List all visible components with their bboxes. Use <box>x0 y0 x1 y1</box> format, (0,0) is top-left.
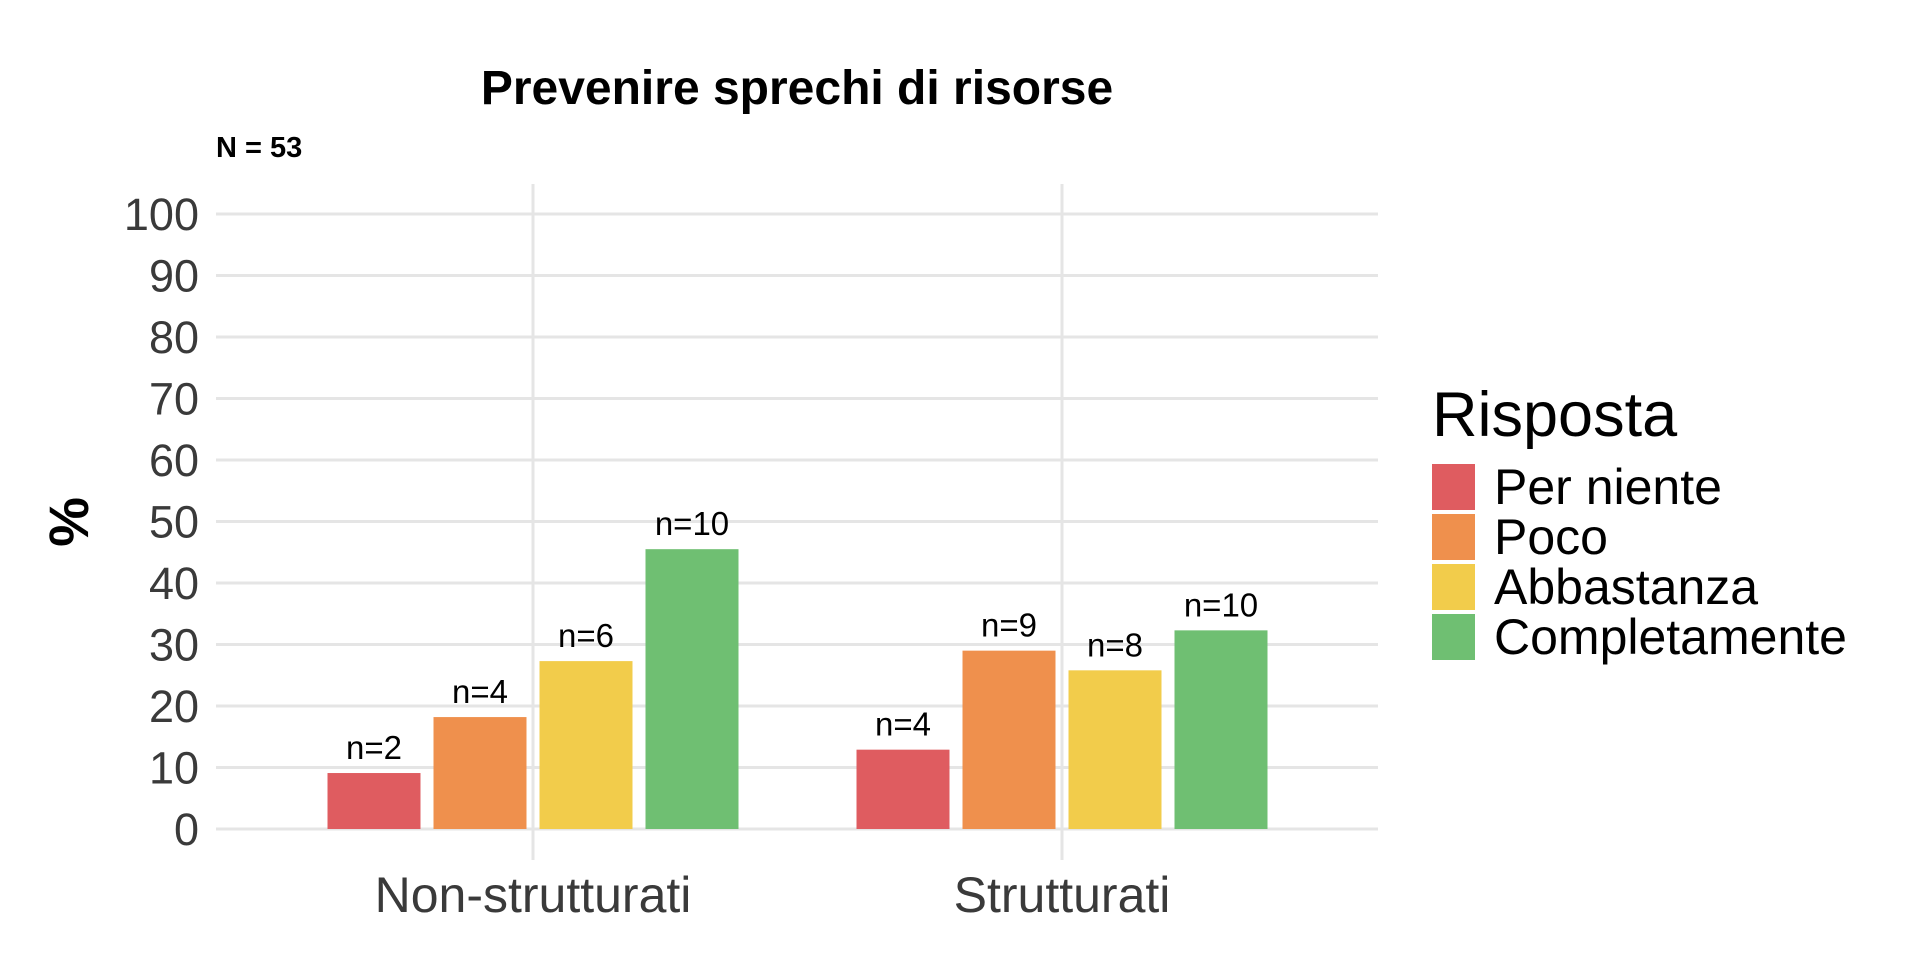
legend-swatch <box>1432 514 1475 560</box>
legend-swatch <box>1432 564 1475 610</box>
legend: Risposta Per nientePocoAbbastanzaComplet… <box>1432 380 1847 665</box>
axes: 0 10 20 30 40 50 60 70 80 90 100 Non-strutturati Str… <box>124 189 1170 923</box>
y-tick-label: 50 <box>149 497 199 548</box>
legend-swatch <box>1432 464 1475 510</box>
y-tick-label: 20 <box>149 681 199 732</box>
bar-data-label: n=8 <box>1087 626 1143 663</box>
legend-swatch <box>1432 614 1475 660</box>
y-tick-label: 60 <box>149 435 199 486</box>
bar <box>433 717 527 829</box>
y-tick-label: 100 <box>124 189 199 240</box>
chart-subtitle: N = 53 <box>216 132 302 164</box>
bar-data-label: n=6 <box>558 617 614 654</box>
legend-label: Poco <box>1494 509 1608 565</box>
y-axis-label: % <box>37 497 100 547</box>
data-labels: n=2 n=4 n=4 n=9 n=6 n=8 n=10 n=10 <box>346 505 1258 766</box>
y-tick-label: 10 <box>149 743 199 794</box>
bar-data-label: n=4 <box>875 706 931 743</box>
bar-data-label: n=10 <box>655 505 729 542</box>
bar <box>1174 630 1268 829</box>
bar <box>1068 670 1162 829</box>
y-tick-label: 90 <box>149 251 199 302</box>
x-tick-label: Non-strutturati <box>375 867 692 923</box>
bar <box>645 549 739 829</box>
y-tick-label: 80 <box>149 312 199 363</box>
legend-label: Completamente <box>1494 609 1847 665</box>
bar-data-label: n=10 <box>1184 586 1258 623</box>
y-tick-label: 30 <box>149 620 199 671</box>
bar-data-label: n=4 <box>452 673 508 710</box>
y-tick-label: 0 <box>174 804 199 855</box>
chart-title: Prevenire sprechi di risorse <box>481 62 1113 115</box>
grid <box>216 184 1378 860</box>
bar-data-label: n=2 <box>346 729 402 766</box>
y-tick-label: 40 <box>149 558 199 609</box>
bar <box>539 661 633 829</box>
bar <box>962 650 1056 829</box>
x-tick-label: Strutturati <box>954 867 1171 923</box>
bars <box>327 549 1268 829</box>
bar-data-label: n=9 <box>981 607 1037 644</box>
bar <box>327 773 421 829</box>
y-tick-label: 70 <box>149 374 199 425</box>
bar <box>856 749 950 829</box>
legend-label: Per niente <box>1494 459 1722 515</box>
legend-label: Abbastanza <box>1494 559 1758 615</box>
legend-title: Risposta <box>1432 380 1678 450</box>
